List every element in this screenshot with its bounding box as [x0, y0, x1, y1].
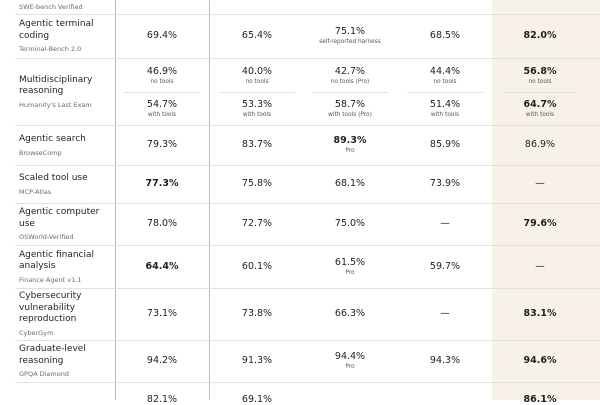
row-divider	[15, 382, 600, 383]
score: 60.1%	[241, 260, 273, 272]
score: 78.0%	[146, 218, 178, 229]
row-divider	[15, 340, 600, 341]
score-note: no tools (Pro)	[330, 78, 370, 85]
sub-divider	[502, 91, 578, 93]
score-note: Pro	[345, 148, 355, 154]
score: —	[440, 218, 450, 229]
score: 56.8%	[523, 65, 557, 77]
row-label: Cybersecurity vulnerability reproduction	[19, 291, 82, 324]
score-note: Pro	[345, 364, 355, 370]
score: —	[535, 178, 545, 189]
score-note: no tools	[528, 78, 552, 85]
benchmark-name: CyberGym	[19, 329, 54, 337]
score: 46.9%	[146, 65, 178, 77]
score: 42.7%	[334, 65, 366, 77]
row-label: Agentic search	[19, 133, 86, 144]
score: 65.4%	[241, 30, 273, 41]
score: —	[535, 260, 545, 272]
score: 86.9%	[524, 139, 556, 150]
row-label: Multidisciplinary reasoning	[19, 74, 93, 97]
row-divider	[15, 125, 600, 126]
row-divider	[15, 58, 600, 59]
score-note: no tools	[433, 78, 457, 85]
row-divider	[15, 203, 600, 204]
score-note: no tools	[150, 78, 174, 85]
score: 64.4%	[145, 260, 179, 272]
score: 82.0%	[523, 30, 557, 41]
score-note: no tools	[245, 78, 269, 85]
score: 61.5%	[334, 256, 366, 268]
score-note: with tools (Pro)	[328, 112, 372, 119]
row-label: Graduate-level reasoning	[19, 344, 86, 366]
score: 73.8%	[241, 308, 273, 319]
score: 69.4%	[146, 30, 178, 41]
score-note: self-reported harness	[319, 39, 381, 45]
highlight-column	[492, 0, 600, 400]
score: 64.7%	[523, 99, 557, 111]
score: 94.2%	[146, 355, 178, 366]
row-divider	[15, 288, 600, 289]
score-note: with tools	[525, 112, 555, 119]
sub-divider	[124, 91, 200, 93]
row-divider	[15, 245, 600, 246]
score-note: with tools	[242, 112, 272, 119]
row-label: Agentic financial analysis	[19, 249, 95, 272]
score: 89.3%	[333, 135, 367, 146]
benchmark-name: MCP-Atlas	[19, 187, 52, 196]
score: 77.3%	[145, 178, 179, 189]
score: 75.0%	[334, 218, 366, 229]
score-note: with tools	[430, 112, 460, 119]
score: 79.3%	[146, 139, 178, 150]
score-note: with tools	[147, 112, 177, 119]
score: 53.3%	[241, 99, 273, 111]
score: 51.4%	[429, 99, 461, 111]
score: 58.7%	[334, 99, 366, 111]
sub-divider	[219, 91, 295, 93]
benchmark-name: Terminal-Bench 2.0	[19, 45, 82, 53]
score: 40.0%	[241, 65, 273, 77]
score: 94.3%	[429, 355, 461, 366]
score: 79.6%	[523, 218, 557, 229]
score: 54.7%	[146, 99, 178, 111]
score: 83.7%	[241, 139, 273, 150]
benchmark-name: Humanity's Last Exam	[19, 100, 92, 109]
benchmark-name: GPQA Diamond	[19, 370, 69, 378]
score: 59.7%	[429, 260, 461, 272]
row-label: Agentic computer use	[19, 207, 100, 229]
sub-divider	[407, 91, 483, 93]
sub-divider	[312, 91, 388, 93]
score: 73.1%	[146, 308, 178, 319]
score: 73.9%	[429, 178, 461, 189]
score: 75.8%	[241, 178, 273, 189]
score: 68.1%	[334, 178, 366, 189]
score: 44.4%	[429, 65, 461, 77]
score: 66.3%	[334, 308, 366, 319]
benchmark-name: BrowseComp	[19, 148, 62, 157]
score: 83.1%	[523, 308, 557, 319]
row-divider	[15, 165, 600, 166]
score: 72.7%	[241, 218, 273, 229]
row-label: Agentic terminal coding	[19, 19, 94, 41]
row-label: Scaled tool use	[19, 172, 88, 183]
score: 75.1%	[334, 26, 366, 37]
score: 68.5%	[429, 30, 461, 41]
column-divider	[209, 0, 210, 400]
score: 91.3%	[241, 355, 273, 366]
benchmark-name: Finance Agent v1.1	[19, 275, 82, 284]
score: 85.9%	[429, 139, 461, 150]
benchmark-name: SWE-bench Verified	[19, 3, 83, 11]
score: —	[440, 308, 450, 319]
row-divider	[15, 14, 600, 15]
score-note: Pro	[345, 269, 355, 276]
score: 94.4%	[334, 351, 366, 362]
score: 94.6%	[523, 355, 557, 366]
column-divider	[115, 0, 116, 400]
benchmark-name: OSWorld-Verified	[19, 233, 74, 241]
